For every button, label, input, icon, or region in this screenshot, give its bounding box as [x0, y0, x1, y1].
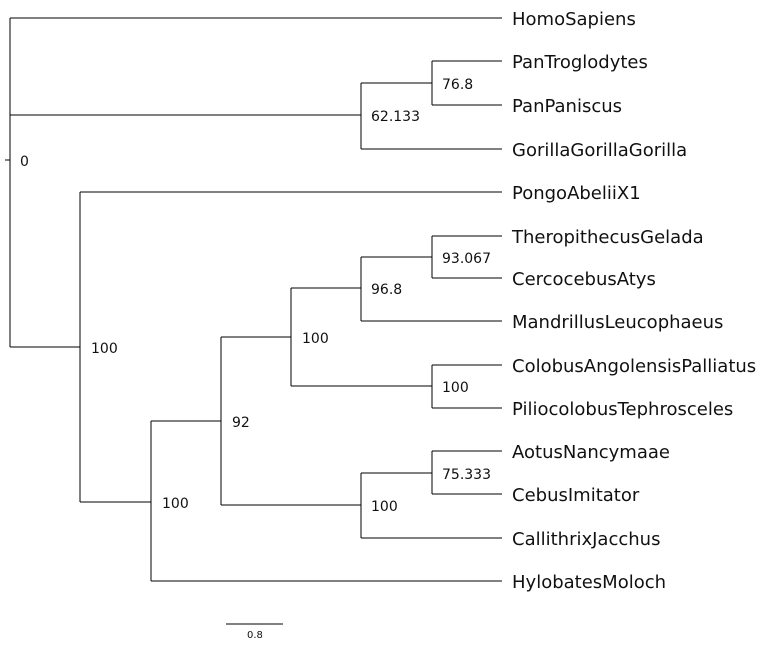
leaf-mandrillus-leucophaeus: MandrillusLeucophaeus: [512, 312, 723, 333]
scale-bar-label: 0.8: [247, 630, 263, 641]
leaf-homo-sapiens: HomoSapiens: [512, 9, 636, 30]
monkeys-support-label: 92: [232, 415, 250, 431]
leaf-gorilla: GorillaGorillaGorilla: [512, 140, 687, 161]
colobinae-support-label: 100: [442, 380, 469, 396]
leaf-callithrix-jacchus: CallithrixJacchus: [512, 529, 660, 550]
pan-support-label: 76.8: [442, 77, 473, 93]
leaf-pan-troglodytes: PanTroglodytes: [512, 52, 648, 73]
cercopithecidae-support-label: 100: [302, 331, 329, 347]
root-support-label: 0: [20, 154, 29, 170]
platyrrhini-support-label: 100: [371, 499, 398, 515]
theropithecus-cercocebus-support-label: 93.067: [442, 251, 491, 267]
homininae-support-label: 62.133: [371, 109, 420, 125]
papionini-support-label: 96.8: [371, 282, 402, 298]
leaf-colobus-angolensis: ColobusAngolensisPalliatus: [512, 356, 756, 377]
leaf-theropithecus-gelada: TheropithecusGelada: [511, 227, 704, 248]
aotus-cebus-support-label: 75.333: [442, 467, 491, 483]
non-great-ape-support-label: 100: [162, 496, 189, 512]
leaf-hylobates-moloch: HylobatesMoloch: [512, 572, 666, 593]
lower-clade-support-label: 100: [91, 341, 118, 357]
leaf-piliocolobus-tephrosceles: PiliocolobusTephrosceles: [512, 399, 733, 420]
leaf-pongo-abelii: PongoAbeliiX1: [512, 183, 641, 204]
leaf-pan-paniscus: PanPaniscus: [512, 96, 622, 117]
leaf-cebus-imitator: CebusImitator: [512, 485, 640, 506]
leaf-aotus-nancymaae: AotusNancymaae: [512, 442, 670, 463]
leaf-cercocebus-atys: CercocebusAtys: [512, 269, 656, 290]
